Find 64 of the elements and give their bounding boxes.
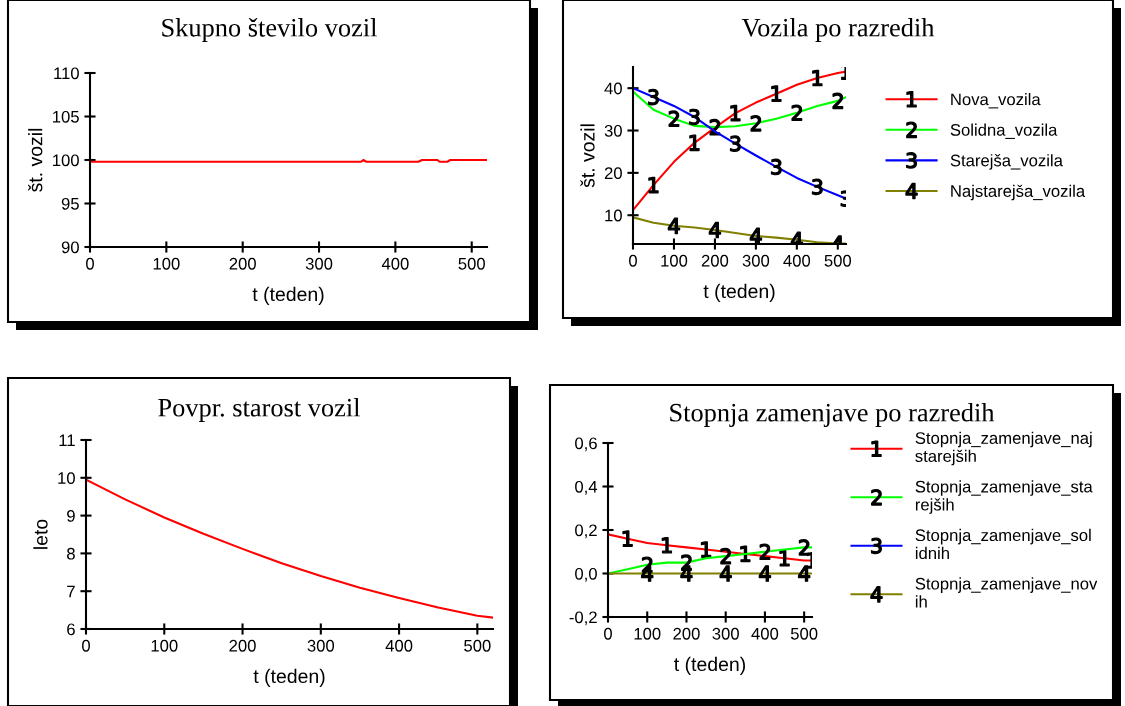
y-tick-label: 0,0 [575,567,597,582]
y-tick-label: 7 [67,585,75,598]
x-tick-label: 400 [751,627,779,640]
legend-label: Nova_vozila [951,93,1041,109]
legend-label: Starejša_vozila [950,154,1063,170]
y-tick-label: 10 [58,472,75,484]
chart-title: Vozila po razredih [741,18,935,42]
y-tick-label: 110 [54,67,79,80]
y-tick-label: 90 [61,241,79,254]
y-tick-label: 9 [67,510,75,522]
x-tick-label: 200 [701,254,729,267]
chart-title: Skupno število vozil [162,18,377,42]
x-tick-label: 300 [712,627,739,640]
y-tick-label: -0,2 [569,611,597,626]
y-tick-label: 40 [604,82,622,95]
x-tick-label: 300 [305,257,333,270]
y-tick-label: 6 [67,623,75,636]
y-axis-title: št. vozil [580,124,595,188]
x-tick-label: 300 [742,254,770,267]
y-tick-label: 100 [53,154,79,167]
x-tick-label: 500 [824,254,852,267]
y-tick-label: 11 [59,434,75,447]
chart-title: Povpr. starost vozil [158,398,360,422]
x-tick-label: 100 [151,639,178,652]
legend-label: Solidna_vozila [950,123,1058,139]
x-axis-title: t (teden) [674,656,745,675]
x-tick-label: 100 [661,254,688,267]
y-tick-label: 105 [53,110,79,123]
legend-label: Najstarejša_vozila [951,184,1086,201]
y-tick-label: 20 [604,167,622,180]
legend-label: Stopnja_zamenjave_najstarejših [915,431,1092,466]
chart-title: Stopnja zamenjave po razredih [670,403,995,427]
legend-label: Stopnja_zamenjave_starejših [915,480,1093,514]
y-tick-label: 0,6 [575,437,597,452]
legend-label: Stopnja_zamenjave_novih [915,577,1098,608]
x-axis-title: t (teden) [252,286,324,305]
x-tick-label: 300 [307,639,335,652]
x-axis-title: t (teden) [703,283,775,302]
y-tick-label: 10 [605,209,622,222]
x-tick-label: 100 [634,627,661,640]
x-tick-label: 200 [673,627,700,640]
x-axis-title: t (teden) [253,668,325,687]
y-axis-title: št. vozil [28,128,43,192]
x-tick-label: 500 [790,627,818,640]
y-tick-label: 0,4 [575,480,598,495]
y-tick-label: 95 [61,197,79,210]
x-tick-label: 500 [464,639,491,652]
x-tick-label: 0 [86,257,94,270]
y-tick-label: 8 [67,547,75,560]
legend-label: Stopnja_zamenjave_solidnih [915,528,1091,560]
x-tick-label: 400 [385,639,413,652]
x-tick-label: 0 [604,627,612,640]
x-tick-label: 400 [381,257,409,270]
x-tick-label: 0 [629,254,637,267]
line-series [86,478,493,619]
x-tick-label: 0 [82,639,90,652]
y-tick-label: 30 [604,124,622,137]
x-tick-label: 200 [229,257,256,270]
x-tick-label: 400 [783,254,811,267]
x-tick-label: 100 [153,257,180,270]
y-axis-title: leto [33,519,48,549]
y-tick-label: 0,2 [575,524,597,539]
x-tick-label: 200 [229,639,256,652]
x-tick-label: 500 [458,257,485,270]
